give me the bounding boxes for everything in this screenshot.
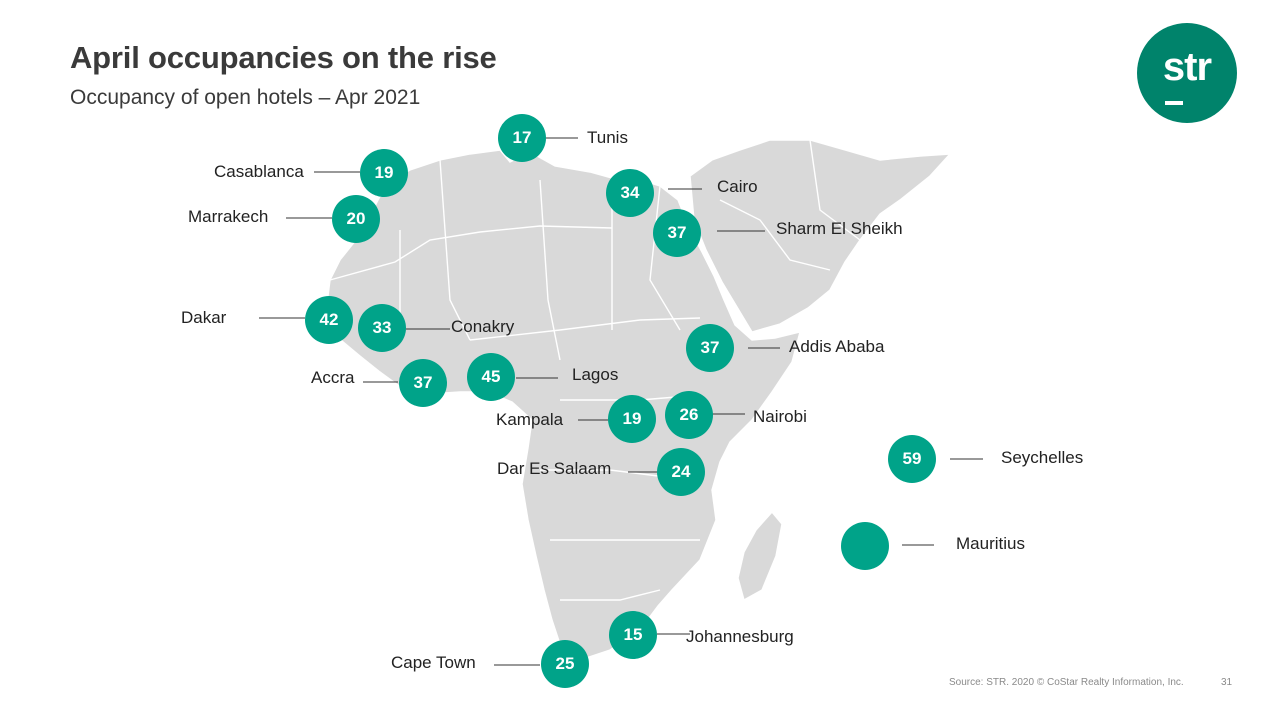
occupancy-bubble-conakry: 33 xyxy=(358,304,406,352)
middle-east-landmass xyxy=(689,139,952,333)
city-label-johannesburg: Johannesburg xyxy=(686,627,794,646)
page-number: 31 xyxy=(1221,677,1233,688)
city-label-lagos: Lagos xyxy=(572,365,619,384)
page-subtitle: Occupancy of open hotels – Apr 2021 xyxy=(70,86,421,109)
occupancy-bubble-marrakech: 20 xyxy=(332,195,380,243)
madagascar-landmass xyxy=(737,510,783,602)
city-label-conakry: Conakry xyxy=(451,317,515,336)
city-label-cairo: Cairo xyxy=(717,177,758,196)
city-label-nairobi: Nairobi xyxy=(753,407,807,426)
occupancy-bubble-casablanca: 19 xyxy=(360,149,408,197)
city-label-accra: Accra xyxy=(311,368,355,387)
occupancy-bubble-addis-ababa: 37 xyxy=(686,324,734,372)
str-logo-underline xyxy=(1165,101,1183,105)
city-label-mauritius: Mauritius xyxy=(956,534,1025,553)
occupancy-bubble-cape-town: 25 xyxy=(541,640,589,688)
occupancy-bubble-sharm-el-sheikh: 37 xyxy=(653,209,701,257)
leader-lines xyxy=(259,137,983,666)
occupancy-bubble-seychelles: 59 xyxy=(888,435,936,483)
page-title: April occupancies on the rise xyxy=(70,40,497,75)
city-label-casablanca: Casablanca xyxy=(214,162,304,181)
occupancy-bubble-kampala: 19 xyxy=(608,395,656,443)
city-label-sharm-el-sheikh: Sharm El Sheikh xyxy=(776,219,903,238)
city-label-dar-es-salaam: Dar Es Salaam xyxy=(497,459,612,478)
city-label-tunis: Tunis xyxy=(587,128,628,147)
occupancy-bubble-dakar: 42 xyxy=(305,296,353,344)
occupancy-bubble-accra: 37 xyxy=(399,359,447,407)
occupancy-bubble-dar-es-salaam: 24 xyxy=(657,448,705,496)
city-label-cape-town: Cape Town xyxy=(391,653,476,672)
str-logo: str xyxy=(1137,23,1237,123)
occupancy-bubble-johannesburg: 15 xyxy=(609,611,657,659)
city-label-marrakech: Marrakech xyxy=(188,207,269,226)
city-label-addis-ababa: Addis Ababa xyxy=(789,337,885,356)
occupancy-bubble-nairobi: 26 xyxy=(665,391,713,439)
occupancy-bubble-tunis: 17 xyxy=(498,114,546,162)
city-label-kampala: Kampala xyxy=(496,410,564,429)
str-logo-text: str xyxy=(1162,45,1212,89)
occupancy-bubble-cairo: 34 xyxy=(606,169,654,217)
source-note: Source: STR. 2020 © CoStar Realty Inform… xyxy=(949,677,1184,688)
occupancy-bubble-mauritius xyxy=(841,522,889,570)
city-label-dakar: Dakar xyxy=(181,308,227,327)
occupancy-bubble-lagos: 45 xyxy=(467,353,515,401)
city-label-seychelles: Seychelles xyxy=(1001,448,1084,467)
